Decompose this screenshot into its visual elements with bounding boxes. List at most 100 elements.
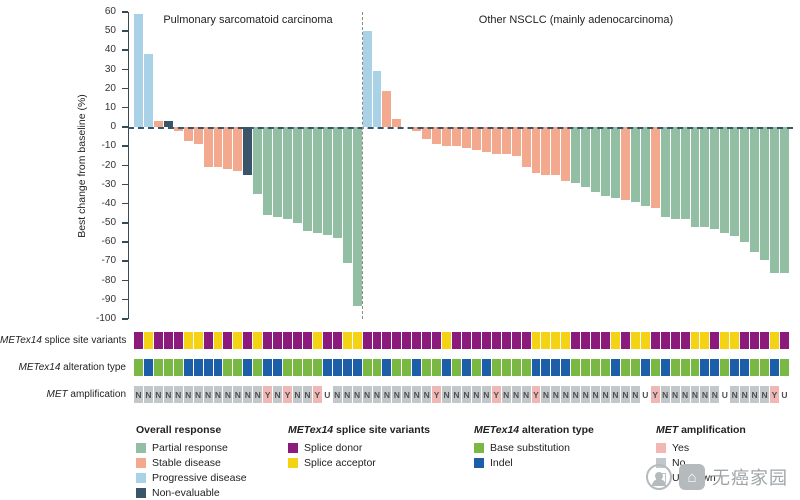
y-tick-label: 40 (104, 44, 116, 56)
legend-swatch-amp_yes (656, 442, 666, 453)
alteration_type-tile (779, 359, 789, 376)
splice_site_variant-tile (620, 332, 630, 349)
alteration_type-tile (362, 359, 372, 376)
y-tick-60: 60 (0, 6, 128, 18)
met_amplification-tile: N (442, 386, 451, 403)
legend-label-base_substitution: Base substitution (490, 441, 570, 454)
y-tick-label: 0 (110, 121, 116, 133)
patient-slot-9 (213, 12, 223, 319)
y-tick-mark (122, 222, 128, 224)
alteration_type-tile (571, 359, 581, 376)
alteration_type-tile (461, 359, 471, 376)
y-tick-mark (122, 145, 128, 147)
y-tick-mark (122, 298, 128, 301)
met_amplification-tile: N (143, 386, 153, 403)
y-tick-mark (122, 260, 128, 262)
waterfall-bar (700, 127, 710, 227)
y-tick--50: -50 (0, 217, 128, 229)
splice_site_variant-tile (680, 332, 690, 349)
patient-slot-42 (541, 12, 551, 319)
patient-slot-2 (143, 12, 153, 319)
splice_site_variant-tile (541, 332, 551, 349)
waterfall-bar (581, 127, 591, 187)
alteration_type-tile (601, 359, 610, 376)
splice_site_variant-tile (183, 332, 193, 349)
met_amplification-tile: N (680, 386, 690, 403)
legend-title-1: METex14 splice site variants (288, 424, 431, 436)
met_amplification-tile: N (501, 386, 511, 403)
splice_site_variant-tile (263, 332, 273, 349)
alteration_type-tile (491, 359, 501, 376)
splice_site_variant-tile (422, 332, 432, 349)
waterfall-bar (521, 127, 531, 168)
patient-slot-16 (283, 12, 292, 319)
legend-label-splice_acceptor: Splice acceptor (304, 456, 376, 469)
y-tick--70: -70 (0, 255, 128, 267)
y-tick-mark (122, 87, 128, 90)
y-tick-label: 10 (104, 101, 116, 113)
legend-item-amp_yes: Yes (656, 440, 746, 455)
met_amplification-tile: N (571, 386, 581, 403)
alteration_type-tile (630, 359, 640, 376)
alteration_type-tile (223, 359, 233, 376)
track-row-alteration_type (134, 359, 789, 376)
met_amplification-tile: N (591, 386, 601, 403)
met_amplification-tile: N (660, 386, 670, 403)
cohort-separator-line (362, 12, 364, 319)
y-tick-label: -90 (101, 293, 116, 305)
waterfall-bar (591, 127, 601, 193)
y-tick-label: 30 (104, 63, 116, 75)
met_amplification-tile: N (193, 386, 203, 403)
splice_site_variant-tile (760, 332, 769, 349)
alteration_type-tile (382, 359, 392, 376)
splice_site_variant-tile (779, 332, 789, 349)
waterfall-bar (213, 127, 223, 168)
y-tick-mark (122, 202, 128, 205)
y-tick-label: 50 (104, 25, 116, 37)
y-tick-mark (122, 318, 128, 320)
met_amplification-tile: N (760, 386, 769, 403)
met_amplification-tile: N (690, 386, 700, 403)
legend-item-splice_acceptor: Splice acceptor (288, 455, 430, 470)
alteration_type-tile (730, 359, 740, 376)
patient-slot-37 (491, 12, 501, 319)
waterfall-bar (362, 31, 372, 128)
y-tick--80: -80 (0, 275, 128, 287)
met_amplification-tile: N (511, 386, 521, 403)
met_amplification-tile: N (233, 386, 243, 403)
patient-slot-33 (452, 12, 461, 319)
waterfall-bar (750, 127, 760, 252)
splice_site_variant-tile (700, 332, 710, 349)
met_amplification-tile: N (521, 386, 531, 403)
splice_site_variant-tile (442, 332, 451, 349)
splice_site_variant-tile (322, 332, 332, 349)
y-tick-label: 60 (104, 6, 116, 17)
alteration_type-tile (740, 359, 750, 376)
splice_site_variant-tile (283, 332, 292, 349)
waterfall-bar (720, 127, 730, 233)
legend-column-2: METex14 alteration type Base substitution… (474, 424, 594, 470)
alteration_type-tile (253, 359, 263, 376)
met_amplification-tile: Y (770, 386, 779, 403)
legend-label-partial_response: Partial response (152, 441, 228, 454)
waterfall-bar (432, 127, 442, 145)
waterfall-bar (283, 127, 292, 220)
splice_site_variant-tile (452, 332, 461, 349)
alteration_type-tile (163, 359, 173, 376)
y-tick--60: -60 (0, 236, 128, 248)
patient-slot-10 (223, 12, 233, 319)
y-tick-label: -30 (101, 178, 116, 190)
patient-slot-4 (163, 12, 173, 319)
met_amplification-tile: N (203, 386, 213, 403)
waterfall-bar (243, 127, 253, 176)
waterfall-bar (332, 127, 342, 239)
splice_site_variant-tile (273, 332, 283, 349)
alteration_type-tile (452, 359, 461, 376)
splice_site_variant-tile (243, 332, 253, 349)
splice_site_variant-tile (730, 332, 740, 349)
track-label-met_amplification: MET amplification (46, 389, 126, 400)
waterfall-bar (601, 127, 610, 197)
met_amplification-tile: Y (283, 386, 292, 403)
patient-slot-41 (531, 12, 541, 319)
splice_site_variant-tile (750, 332, 760, 349)
